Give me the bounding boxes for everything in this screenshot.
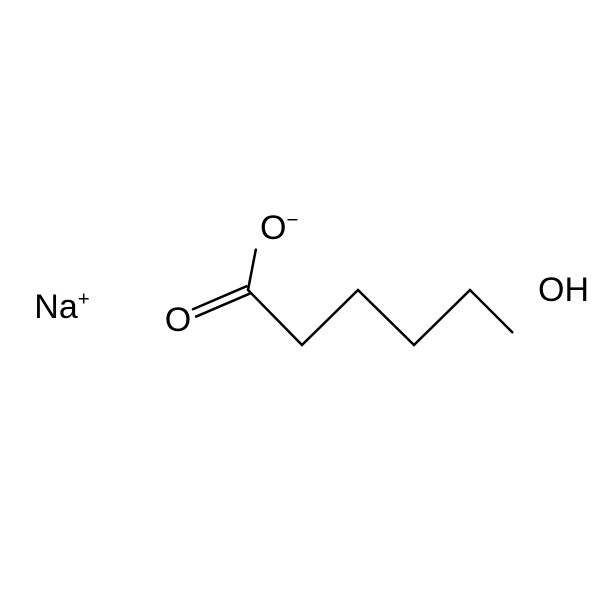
- chemical-structure-canvas: Na+ O− O OH: [0, 0, 600, 600]
- atom-label-o_dbl: O: [165, 303, 191, 337]
- bond-line: [302, 290, 358, 345]
- bond-line: [248, 250, 256, 290]
- bond-line: [470, 290, 512, 332]
- bond-line: [358, 290, 414, 345]
- atom-label-na: Na+: [34, 290, 89, 324]
- atom-label-oh: OH: [538, 273, 589, 307]
- bond-layer: [0, 0, 600, 600]
- atom-label-o_neg: O−: [260, 211, 298, 245]
- bond-line: [248, 290, 302, 345]
- bond-line: [414, 290, 470, 345]
